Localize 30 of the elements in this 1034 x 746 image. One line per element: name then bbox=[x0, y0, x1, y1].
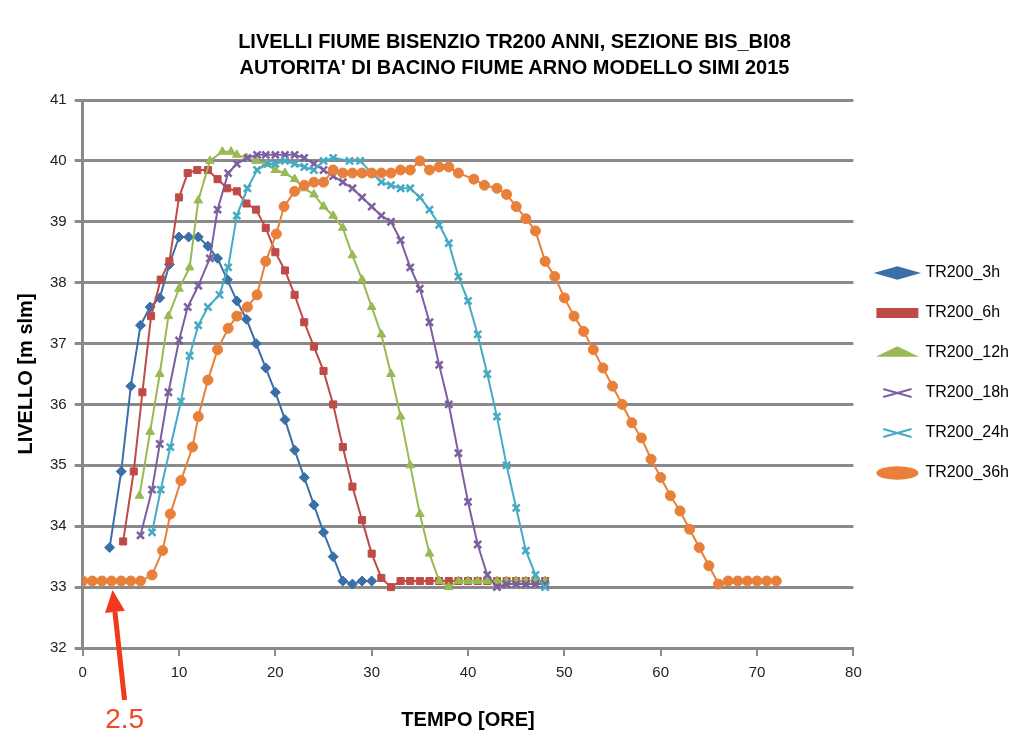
legend-label: TR200_24h bbox=[925, 423, 1010, 442]
x-tick-label: 70 bbox=[748, 663, 766, 681]
x-tick-label: 30 bbox=[363, 663, 381, 681]
x-tick-label: 60 bbox=[652, 663, 670, 681]
x-tick-label: 40 bbox=[459, 663, 477, 681]
y-tick-label: 35 bbox=[50, 455, 67, 473]
y-tick-label: 32 bbox=[50, 638, 67, 656]
y-tick-label: 38 bbox=[50, 272, 67, 290]
y-tick-label: 39 bbox=[50, 211, 67, 229]
legend-label: TR200_36h bbox=[925, 463, 1010, 482]
legend-label: TR200_6h bbox=[925, 303, 1001, 322]
legend-label: TR200_18h bbox=[925, 383, 1010, 402]
x-tick-label: 80 bbox=[845, 663, 862, 681]
y-tick-label: 37 bbox=[50, 333, 67, 351]
x-tick-label: 20 bbox=[267, 663, 284, 681]
y-tick-label: 41 bbox=[50, 90, 67, 108]
x-tick-label: 10 bbox=[170, 663, 188, 681]
legend-label: TR200_12h bbox=[925, 343, 1010, 362]
y-axis-title: LIVELLO [m slm] bbox=[13, 293, 36, 455]
y-tick-label: 33 bbox=[50, 577, 67, 595]
text: 2.5 bbox=[105, 702, 145, 734]
legend-label: TR200_3h bbox=[925, 263, 1001, 282]
y-tick-label: 36 bbox=[50, 394, 67, 412]
x-axis-title: TEMPO [ORE] bbox=[401, 707, 535, 730]
y-tick-label: 40 bbox=[50, 151, 67, 169]
y-tick-label: 34 bbox=[50, 516, 67, 534]
chart-subtitle: AUTORITA' DI BACINO FIUME ARNO MODELLO SIMI 2015 bbox=[239, 55, 790, 78]
x-tick-label: 0 bbox=[78, 663, 87, 681]
x-tick-label: 50 bbox=[556, 663, 573, 681]
chart-title: LIVELLI FIUME BISENZIO TR200 ANNI, SEZIONE BIS_BI08 bbox=[238, 29, 791, 52]
